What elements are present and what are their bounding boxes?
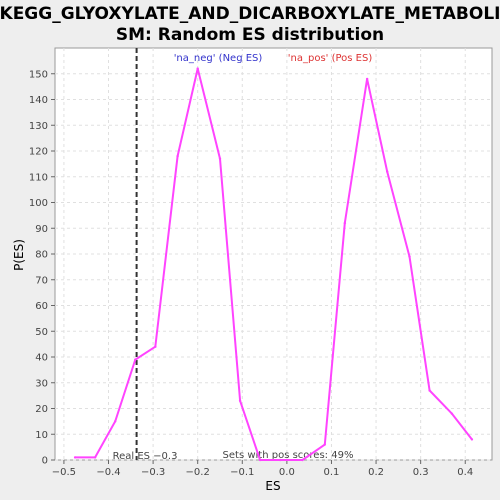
data-point	[408, 255, 411, 258]
data-point	[196, 67, 199, 70]
y-tick-label: 150	[29, 69, 48, 80]
axes: 0 10 20 30 40 50 60 70 80 90 100 110 120 130 140 150 −0.…	[29, 69, 473, 478]
data-points	[73, 67, 474, 462]
y-tick-label: 140	[29, 95, 48, 106]
data-point	[278, 458, 282, 462]
es-distribution-line	[75, 68, 473, 461]
y-tick-label: 100	[29, 198, 48, 209]
x-tick-label: −0.4	[96, 467, 120, 478]
neg-es-label: 'na_neg' (Neg ES)	[174, 53, 263, 64]
data-point	[343, 221, 347, 225]
data-point	[238, 399, 242, 402]
y-tick-label: 0	[42, 456, 48, 467]
y-tick-label: 110	[29, 172, 48, 183]
x-tick-label: 0.2	[368, 467, 384, 478]
data-point	[323, 443, 326, 446]
pos-es-label: 'na_pos' (Pos ES)	[288, 53, 373, 64]
data-point	[113, 420, 117, 423]
y-tick-label: 50	[35, 327, 48, 338]
data-point	[73, 456, 77, 459]
y-tick-label: 40	[35, 353, 48, 364]
x-tick-label: 0.3	[413, 467, 429, 478]
x-tick-label: 0.4	[457, 467, 473, 478]
y-tick-label: 130	[29, 121, 48, 132]
pos-scores-annotation: Sets with pos scores: 49%	[223, 450, 354, 461]
data-point	[450, 412, 454, 415]
x-tick-label: 0.1	[324, 467, 340, 478]
y-tick-label: 60	[35, 301, 48, 312]
data-point	[134, 358, 137, 361]
grid-lines	[55, 48, 492, 461]
y-tick-label: 80	[35, 250, 48, 261]
y-tick-label: 10	[35, 430, 48, 441]
x-tick-label: −0.1	[230, 467, 254, 478]
y-tick-label: 120	[29, 147, 48, 158]
data-point	[428, 389, 431, 392]
data-point	[470, 438, 474, 441]
x-tick-label: 0.0	[279, 467, 295, 478]
data-point	[176, 154, 179, 158]
x-axis-label: ES	[265, 479, 280, 493]
data-point	[218, 157, 222, 160]
data-point	[93, 456, 97, 459]
y-axis-label: P(ES)	[12, 239, 26, 271]
data-point	[365, 77, 369, 81]
chart-title-line-2: SM: Random ES distribution	[116, 25, 384, 45]
x-tick-label: −0.5	[52, 467, 76, 478]
data-point	[301, 458, 304, 462]
x-tick-label: −0.3	[141, 467, 165, 478]
y-tick-label: 70	[35, 275, 48, 286]
real-es-label: Real ES −0.3	[113, 451, 178, 462]
data-point	[154, 345, 157, 348]
y-tick-label: 90	[35, 224, 48, 235]
x-tick-label: −0.2	[186, 467, 210, 478]
chart-title-line-1: KEGG_GLYOXYLATE_AND_DICARBOXYLATE_METABO…	[0, 4, 500, 24]
y-tick-label: 20	[35, 404, 48, 415]
data-point	[386, 170, 389, 173]
data-point	[258, 458, 262, 462]
y-tick-label: 30	[35, 378, 48, 389]
